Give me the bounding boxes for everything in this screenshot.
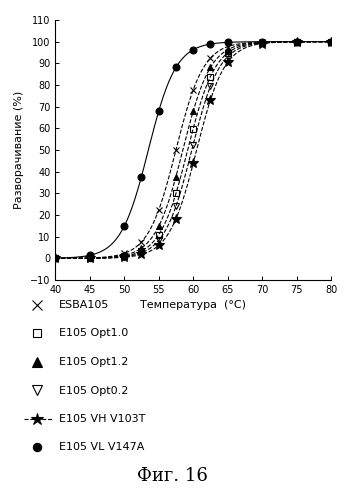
X-axis label: Температура  (°C): Температура (°C) xyxy=(140,300,246,310)
Text: ESBA105: ESBA105 xyxy=(59,300,109,310)
Y-axis label: Разворачивание (%): Разворачивание (%) xyxy=(14,91,24,209)
Text: E105 VH V103T: E105 VH V103T xyxy=(59,414,145,424)
Text: E105 Opt1.0: E105 Opt1.0 xyxy=(59,328,128,338)
Text: Фиг. 16: Фиг. 16 xyxy=(137,467,208,485)
Text: E105 VL V147A: E105 VL V147A xyxy=(59,442,144,452)
Text: E105 Opt0.2: E105 Opt0.2 xyxy=(59,386,128,396)
Text: E105 Opt1.2: E105 Opt1.2 xyxy=(59,357,128,367)
